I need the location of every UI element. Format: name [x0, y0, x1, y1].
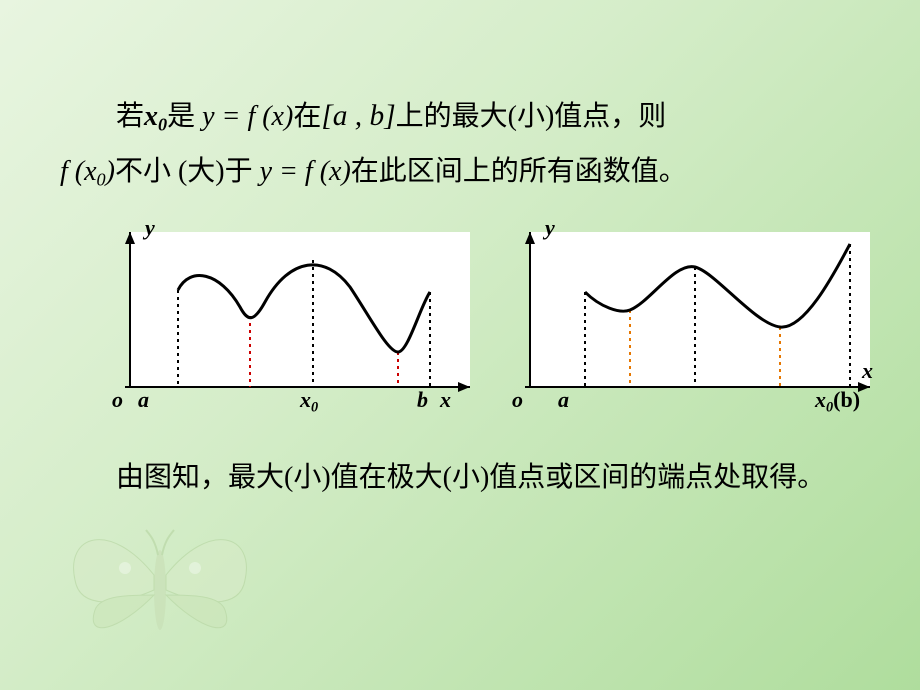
math-interval-ab: [a , b]	[321, 100, 395, 132]
chart2-y-label: y	[545, 215, 555, 241]
statement-line-2: f (x0)不小 (大)于 y = f (x)在此区间上的所有函数值。	[60, 147, 860, 197]
chart-left: y o a x0 b x	[100, 217, 460, 417]
chart1-a-label: a	[138, 387, 149, 413]
chart-left-svg	[100, 217, 470, 417]
chart1-o-label: o	[112, 387, 123, 413]
math-yfx-1: y = f (x)	[202, 101, 293, 132]
chart2-x0b-label: x0(b)	[815, 387, 860, 416]
chart2-a-label: a	[558, 387, 569, 413]
chart2-o-label: o	[512, 387, 523, 413]
math-yfx-2: y = f (x)	[260, 156, 351, 187]
conclusion-text: 由图知，最大(小)值在极大(小)值点或区间的端点处取得。	[60, 447, 860, 509]
text-buxiao: 不小 (大)于	[115, 156, 253, 187]
slide-content: 若x0是 y = f (x)在[a , b]上的最大(小)值点，则 f (x0)…	[0, 0, 920, 549]
math-fx0: f (x0)	[60, 156, 115, 187]
text-post2: 在此区间上的所有函数值。	[351, 156, 687, 187]
chart-right: y x o a x0(b)	[500, 217, 860, 417]
chart1-x-label: x	[440, 387, 451, 413]
text-zai: 在	[293, 101, 321, 132]
text-post1: 上的最大(小)值点，则	[396, 101, 667, 132]
chart2-x-label: x	[862, 358, 873, 384]
chart1-x0-label: x0	[300, 387, 318, 416]
text-ruo: 若	[116, 101, 144, 132]
chart1-y-label: y	[145, 215, 155, 241]
math-x0: x0	[144, 101, 167, 132]
statement-line-1: 若x0是 y = f (x)在[a , b]上的最大(小)值点，则	[60, 90, 860, 143]
charts-row: y o a x0 b x y x o a	[100, 217, 860, 417]
text-shi: 是	[167, 101, 195, 132]
chart1-b-label: b	[417, 387, 428, 413]
